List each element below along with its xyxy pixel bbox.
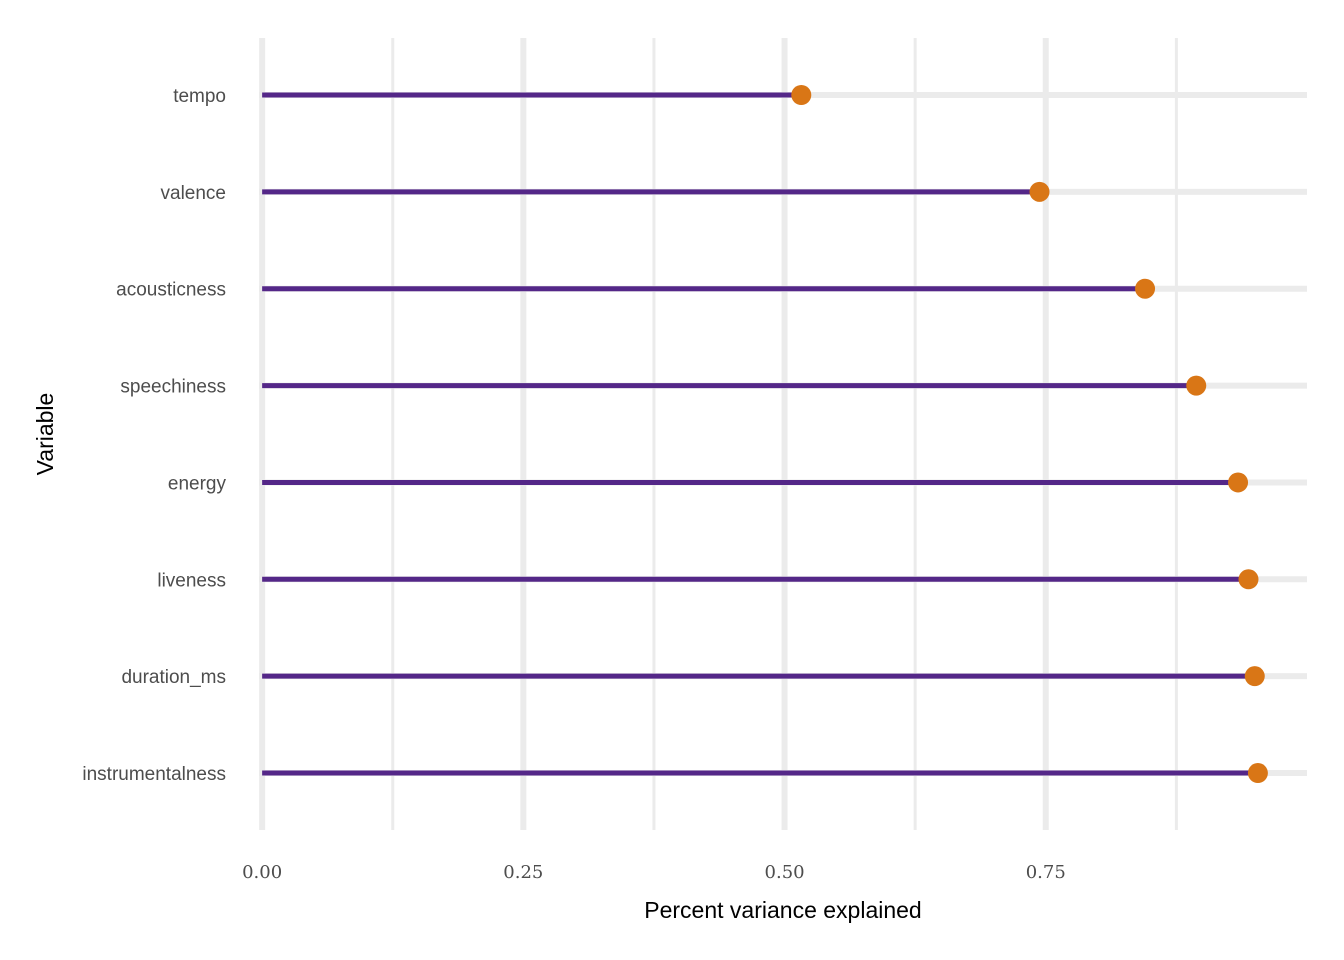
- lollipop-point-acousticness: [1135, 278, 1156, 299]
- y-axis-title: Variable: [32, 393, 58, 476]
- x-tick-labels: 0.00 0.25 0.50 0.75: [242, 862, 1066, 883]
- category-label: duration_ms: [121, 667, 226, 688]
- category-label: liveness: [157, 570, 226, 591]
- category-label: energy: [168, 473, 227, 494]
- lollipop-segments: [262, 92, 1258, 776]
- lollipop-point-liveness: [1238, 569, 1259, 590]
- x-tick-label: 0.75: [1026, 862, 1066, 883]
- lollipop-point-tempo: [791, 85, 812, 105]
- category-label: tempo: [173, 86, 226, 107]
- category-labels: tempo valence acousticness speechiness energ…: [82, 86, 226, 785]
- minor-gridlines: [391, 38, 1178, 830]
- category-label: valence: [161, 183, 227, 204]
- lollipop-point-energy: [1228, 472, 1249, 493]
- lollipop-point-duration_ms: [1244, 666, 1265, 687]
- major-gridlines: [259, 38, 1049, 830]
- lollipop-points: [791, 85, 1268, 784]
- lollipop-point-valence: [1029, 181, 1050, 202]
- category-label: acousticness: [116, 280, 226, 301]
- category-label: instrumentalness: [82, 764, 226, 785]
- x-tick-label: 0.00: [242, 862, 282, 883]
- lollipop-point-speechiness: [1186, 375, 1207, 396]
- category-label: speechiness: [120, 377, 226, 398]
- x-tick-label: 0.25: [503, 862, 543, 883]
- x-tick-label: 0.50: [765, 862, 805, 883]
- lollipop-point-instrumentalness: [1247, 763, 1268, 784]
- x-axis-title: Percent variance explained: [644, 897, 921, 923]
